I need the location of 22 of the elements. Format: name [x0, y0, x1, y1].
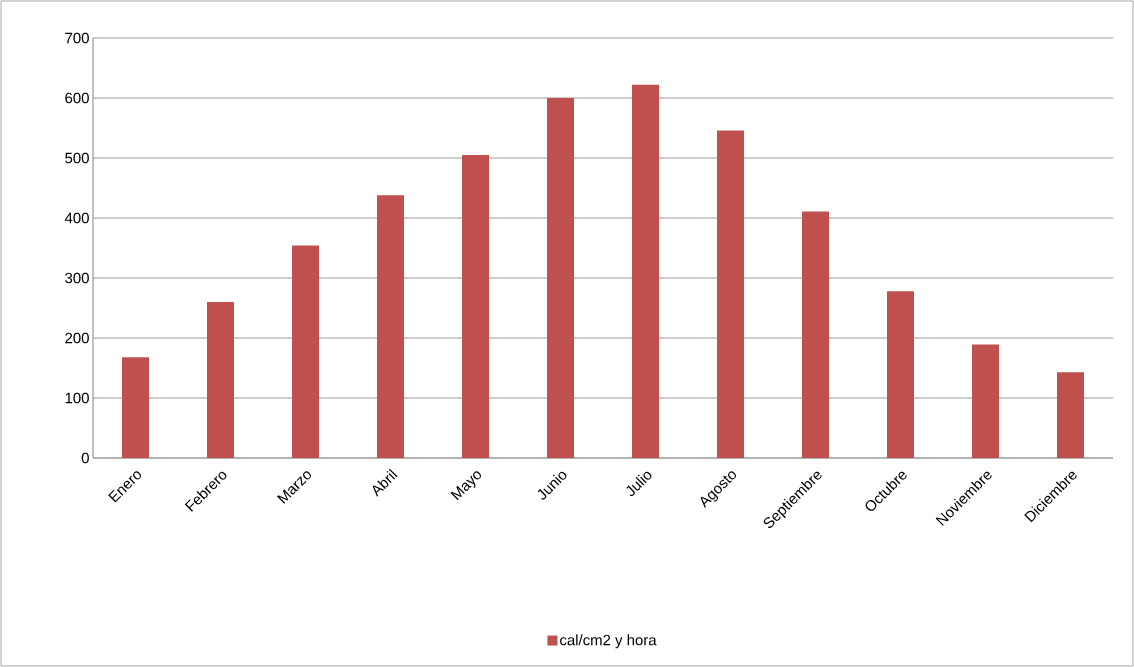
y-tick-label: 600	[65, 92, 89, 104]
y-tick-label: 100	[65, 392, 89, 404]
y-tick-label: 700	[65, 32, 89, 44]
bar	[377, 195, 405, 458]
y-tick-label: 500	[65, 152, 89, 164]
x-tick-label: Julio	[626, 471, 652, 497]
bar	[972, 344, 1000, 458]
bar	[207, 301, 235, 458]
y-tick-label: 0	[81, 452, 89, 464]
bar	[547, 97, 575, 458]
bar	[1057, 372, 1084, 458]
bar	[632, 84, 660, 458]
y-tick-label: 400	[64, 212, 89, 224]
bar	[717, 130, 745, 458]
bar	[462, 154, 490, 458]
bar	[802, 211, 830, 458]
bar	[122, 357, 150, 458]
y-tick-label: 300	[65, 272, 89, 284]
legend-label: cal/cm2 y hora	[560, 634, 657, 649]
y-tick-label: 200	[65, 332, 89, 344]
bar	[292, 245, 320, 458]
bar	[887, 291, 915, 458]
